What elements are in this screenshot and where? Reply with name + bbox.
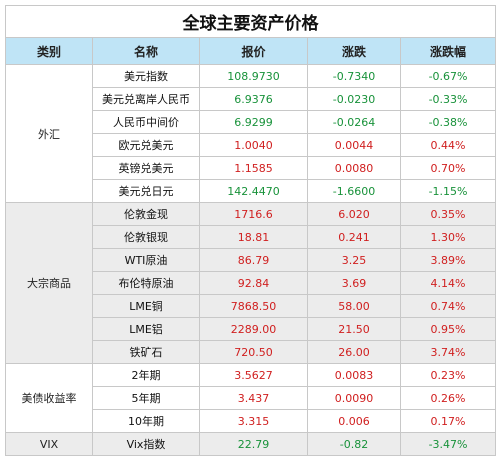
change-cell: -0.82 bbox=[307, 432, 401, 456]
change-pct-cell: -3.47% bbox=[399, 432, 497, 456]
price-cell: 22.79 bbox=[199, 432, 308, 456]
name-cell: LME铜 bbox=[92, 294, 200, 318]
table-row: 伦敦银现 18.81 0.241 1.30% bbox=[6, 225, 497, 249]
name-cell: 伦敦银现 bbox=[92, 225, 200, 249]
header-change-pct: 涨跌幅 bbox=[399, 37, 497, 65]
header-change: 涨跌 bbox=[307, 37, 401, 65]
header-name: 名称 bbox=[92, 37, 200, 65]
price-cell: 3.437 bbox=[199, 386, 308, 410]
change-cell: -0.7340 bbox=[307, 64, 401, 88]
table-row: 美债收益率 2年期 3.5627 0.0083 0.23% bbox=[5, 363, 497, 433]
name-cell: 布伦特原油 bbox=[92, 271, 200, 295]
name-cell: Vix指数 bbox=[92, 432, 200, 456]
change-pct-cell: 3.74% bbox=[399, 340, 497, 364]
table-row: 布伦特原油 92.84 3.69 4.14% bbox=[6, 271, 497, 295]
change-pct-cell: 0.70% bbox=[399, 156, 497, 180]
change-pct-cell: 0.17% bbox=[399, 409, 497, 433]
price-cell: 92.84 bbox=[199, 271, 308, 295]
change-pct-cell: 0.74% bbox=[399, 294, 497, 318]
table-row: 10年期 3.315 0.006 0.17% bbox=[6, 409, 497, 433]
name-cell: 2年期 bbox=[92, 363, 200, 387]
category-cell: 外汇 bbox=[5, 64, 93, 203]
change-cell: 0.0090 bbox=[307, 386, 401, 410]
change-pct-cell: -0.33% bbox=[399, 87, 497, 111]
name-cell: 欧元兑美元 bbox=[92, 133, 200, 157]
price-cell: 86.79 bbox=[199, 248, 308, 272]
change-cell: 3.69 bbox=[307, 271, 401, 295]
price-cell: 7868.50 bbox=[199, 294, 308, 318]
change-cell: 0.241 bbox=[307, 225, 401, 249]
table-row: 美元兑离岸人民币 6.9376 -0.0230 -0.33% bbox=[6, 87, 497, 111]
change-cell: 0.0080 bbox=[307, 156, 401, 180]
price-cell: 720.50 bbox=[199, 340, 308, 364]
name-cell: 美元兑日元 bbox=[92, 179, 200, 203]
change-pct-cell: -1.15% bbox=[399, 179, 497, 203]
change-pct-cell: 1.30% bbox=[399, 225, 497, 249]
name-cell: 铁矿石 bbox=[92, 340, 200, 364]
change-pct-cell: 0.23% bbox=[399, 363, 497, 387]
price-cell: 108.9730 bbox=[199, 64, 308, 88]
name-cell: WTI原油 bbox=[92, 248, 200, 272]
name-cell: 5年期 bbox=[92, 386, 200, 410]
table-row: 美元兑日元 142.4470 -1.6600 -1.15% bbox=[6, 179, 497, 203]
table-row: 欧元兑美元 1.0040 0.0044 0.44% bbox=[6, 133, 497, 157]
table-row: 英镑兑美元 1.1585 0.0080 0.70% bbox=[6, 156, 497, 180]
change-pct-cell: 0.44% bbox=[399, 133, 497, 157]
name-cell: 美元指数 bbox=[92, 64, 200, 88]
table-row: 铁矿石 720.50 26.00 3.74% bbox=[6, 340, 497, 364]
table-row: 外汇 美元指数 108.9730 -0.7340 -0.67% bbox=[5, 64, 497, 203]
change-pct-cell: 0.26% bbox=[399, 386, 497, 410]
table-title: 全球主要资产价格 bbox=[4, 5, 497, 38]
table-row: VIX Vix指数 22.79 -0.82 -3.47% bbox=[5, 432, 497, 456]
change-cell: -0.0264 bbox=[307, 110, 401, 134]
header-category: 类别 bbox=[5, 37, 93, 65]
change-cell: 58.00 bbox=[307, 294, 401, 318]
asset-price-table: 全球主要资产价格 类别 名称 报价 涨跌 涨跌幅 外汇 美元指数 108.9730-… bbox=[4, 5, 497, 456]
table-row: 大宗商品 伦敦金现 1716.6 6.020 0.35% bbox=[5, 202, 497, 364]
name-cell: LME铝 bbox=[92, 317, 200, 341]
table-row: WTI原油 86.79 3.25 3.89% bbox=[6, 248, 497, 272]
change-pct-cell: -0.67% bbox=[399, 64, 497, 88]
name-cell: 英镑兑美元 bbox=[92, 156, 200, 180]
change-pct-cell: 0.95% bbox=[399, 317, 497, 341]
price-cell: 6.9376 bbox=[199, 87, 308, 111]
change-cell: 26.00 bbox=[307, 340, 401, 364]
change-cell: -0.0230 bbox=[307, 87, 401, 111]
price-cell: 1.0040 bbox=[199, 133, 308, 157]
table-row: 5年期 3.437 0.0090 0.26% bbox=[6, 386, 497, 410]
change-cell: -1.6600 bbox=[307, 179, 401, 203]
header-price: 报价 bbox=[199, 37, 308, 65]
price-cell: 142.4470 bbox=[199, 179, 308, 203]
change-cell: 0.0083 bbox=[307, 363, 401, 387]
price-cell: 18.81 bbox=[199, 225, 308, 249]
change-pct-cell: 4.14% bbox=[399, 271, 497, 295]
name-cell: 伦敦金现 bbox=[92, 202, 200, 226]
change-cell: 21.50 bbox=[307, 317, 401, 341]
category-cell: 美债收益率 bbox=[5, 363, 93, 433]
price-cell: 1.1585 bbox=[199, 156, 308, 180]
category-cell: 大宗商品 bbox=[5, 202, 93, 364]
change-cell: 0.0044 bbox=[307, 133, 401, 157]
change-pct-cell: 0.35% bbox=[399, 202, 497, 226]
name-cell: 10年期 bbox=[92, 409, 200, 433]
table-row: LME铝 2289.00 21.50 0.95% bbox=[6, 317, 497, 341]
change-cell: 3.25 bbox=[307, 248, 401, 272]
category-cell: VIX bbox=[5, 432, 93, 456]
change-cell: 0.006 bbox=[307, 409, 401, 433]
name-cell: 人民币中间价 bbox=[92, 110, 200, 134]
change-cell: 6.020 bbox=[307, 202, 401, 226]
price-cell: 6.9299 bbox=[199, 110, 308, 134]
price-cell: 3.5627 bbox=[199, 363, 308, 387]
change-pct-cell: 3.89% bbox=[399, 248, 497, 272]
price-cell: 3.315 bbox=[199, 409, 308, 433]
change-pct-cell: -0.38% bbox=[399, 110, 497, 134]
name-cell: 美元兑离岸人民币 bbox=[92, 87, 200, 111]
price-cell: 2289.00 bbox=[199, 317, 308, 341]
price-cell: 1716.6 bbox=[199, 202, 308, 226]
